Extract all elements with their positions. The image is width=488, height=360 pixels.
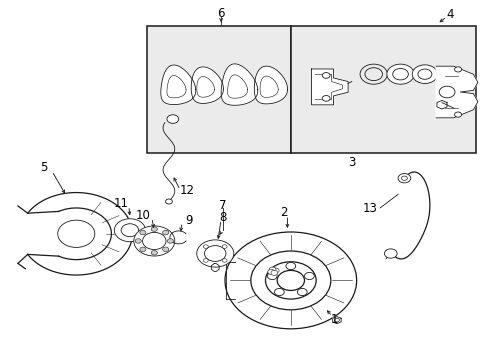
Polygon shape <box>161 65 195 105</box>
Text: 7: 7 <box>218 199 226 212</box>
Circle shape <box>384 249 396 258</box>
Polygon shape <box>254 66 287 104</box>
Circle shape <box>222 259 226 262</box>
Text: 1: 1 <box>330 312 338 326</box>
Circle shape <box>438 86 454 98</box>
Circle shape <box>322 73 329 78</box>
Circle shape <box>140 247 146 252</box>
Circle shape <box>250 251 330 310</box>
Text: 5: 5 <box>40 161 47 174</box>
Text: 2: 2 <box>279 207 287 220</box>
Polygon shape <box>435 66 477 118</box>
Circle shape <box>285 262 295 270</box>
Circle shape <box>272 268 279 273</box>
Circle shape <box>454 67 461 72</box>
Circle shape <box>167 239 173 243</box>
Circle shape <box>304 273 314 280</box>
Polygon shape <box>221 64 257 105</box>
Circle shape <box>166 115 178 123</box>
Text: 3: 3 <box>347 156 355 169</box>
Circle shape <box>121 224 139 237</box>
Circle shape <box>277 270 304 291</box>
Bar <box>290 26 475 153</box>
Circle shape <box>267 269 274 274</box>
Text: 10: 10 <box>135 210 150 222</box>
Circle shape <box>196 240 233 267</box>
Circle shape <box>222 245 226 248</box>
Circle shape <box>142 232 165 249</box>
Circle shape <box>134 226 174 256</box>
Circle shape <box>397 174 410 183</box>
Circle shape <box>203 259 208 262</box>
Circle shape <box>297 288 306 296</box>
Polygon shape <box>436 100 446 109</box>
Circle shape <box>411 65 437 84</box>
Text: 11: 11 <box>113 197 128 210</box>
Polygon shape <box>311 69 347 105</box>
Circle shape <box>392 68 407 80</box>
Circle shape <box>274 288 284 296</box>
Circle shape <box>401 176 407 180</box>
Bar <box>147 26 290 153</box>
Circle shape <box>270 270 277 275</box>
Circle shape <box>334 318 339 322</box>
Circle shape <box>163 247 168 252</box>
Circle shape <box>165 199 172 204</box>
Circle shape <box>265 262 316 299</box>
Circle shape <box>268 267 275 272</box>
Circle shape <box>204 246 225 261</box>
Circle shape <box>151 227 157 231</box>
Text: 6: 6 <box>217 7 224 20</box>
Polygon shape <box>191 67 223 103</box>
Circle shape <box>135 239 141 243</box>
Text: 4: 4 <box>446 8 453 21</box>
Polygon shape <box>332 316 341 324</box>
Circle shape <box>203 245 208 248</box>
Circle shape <box>322 95 329 101</box>
Circle shape <box>151 251 157 255</box>
Text: 8: 8 <box>219 211 226 224</box>
Text: 9: 9 <box>184 214 192 227</box>
Circle shape <box>140 230 146 235</box>
Circle shape <box>267 273 277 280</box>
Circle shape <box>224 232 356 329</box>
Circle shape <box>163 230 168 235</box>
Text: 12: 12 <box>180 184 195 197</box>
Circle shape <box>417 69 431 79</box>
Circle shape <box>454 112 461 117</box>
Circle shape <box>386 64 413 84</box>
Text: 13: 13 <box>362 202 377 215</box>
Circle shape <box>58 220 95 247</box>
Circle shape <box>114 219 145 242</box>
